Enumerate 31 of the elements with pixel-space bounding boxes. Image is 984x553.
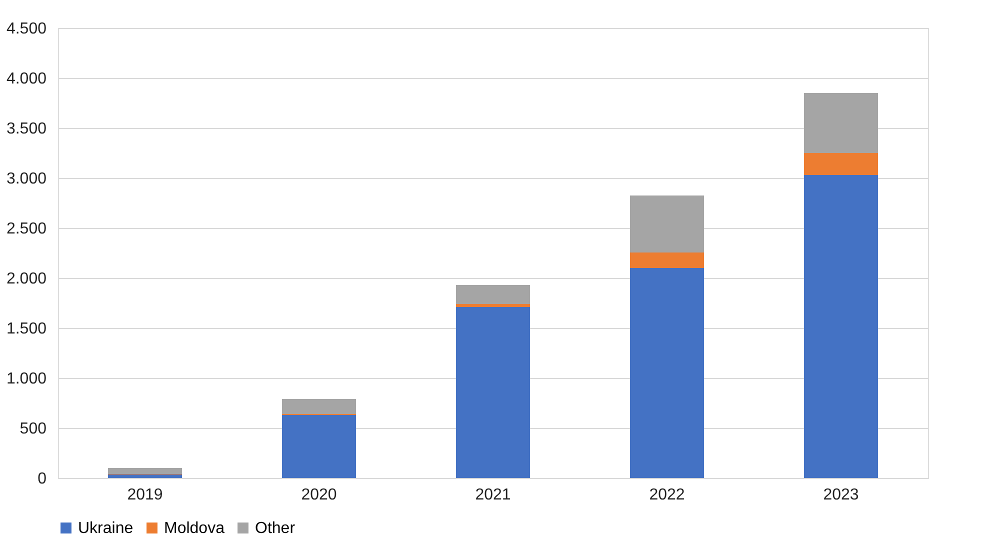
- bar: [804, 175, 878, 478]
- bar: [282, 415, 356, 478]
- bar: [456, 307, 530, 478]
- x-tick-label: 2019: [127, 486, 163, 504]
- bar: [804, 93, 878, 153]
- y-tick-label: 4.000: [6, 70, 47, 88]
- y-tick-label: 1.500: [6, 320, 47, 338]
- bar: [630, 196, 704, 252]
- bar: [282, 399, 356, 414]
- x-tick-label: 2021: [475, 486, 511, 504]
- bar: [108, 474, 182, 478]
- y-tick-label: 3.500: [6, 120, 47, 138]
- bar: [630, 268, 704, 478]
- bar: [456, 304, 530, 307]
- x-tick-label: 2023: [823, 486, 859, 504]
- x-tick-label: 2022: [649, 486, 685, 504]
- y-tick-label: 3.000: [6, 170, 47, 188]
- y-tick-label: 1.000: [6, 370, 47, 388]
- bar: [108, 468, 182, 474]
- y-tick-label: 2.500: [6, 220, 47, 238]
- bar: [630, 252, 704, 268]
- x-tick-label: 2020: [301, 486, 337, 504]
- y-tick-label: 4.500: [6, 20, 47, 38]
- y-tick-label: 500: [20, 420, 47, 438]
- y-tick-label: 2.000: [6, 270, 47, 288]
- y-tick-label: 0: [38, 470, 47, 488]
- bar: [804, 153, 878, 175]
- legend-label: Moldova: [164, 520, 225, 537]
- bar: [456, 285, 530, 304]
- legend-label: Other: [255, 520, 296, 537]
- legend-label: Ukraine: [78, 520, 134, 537]
